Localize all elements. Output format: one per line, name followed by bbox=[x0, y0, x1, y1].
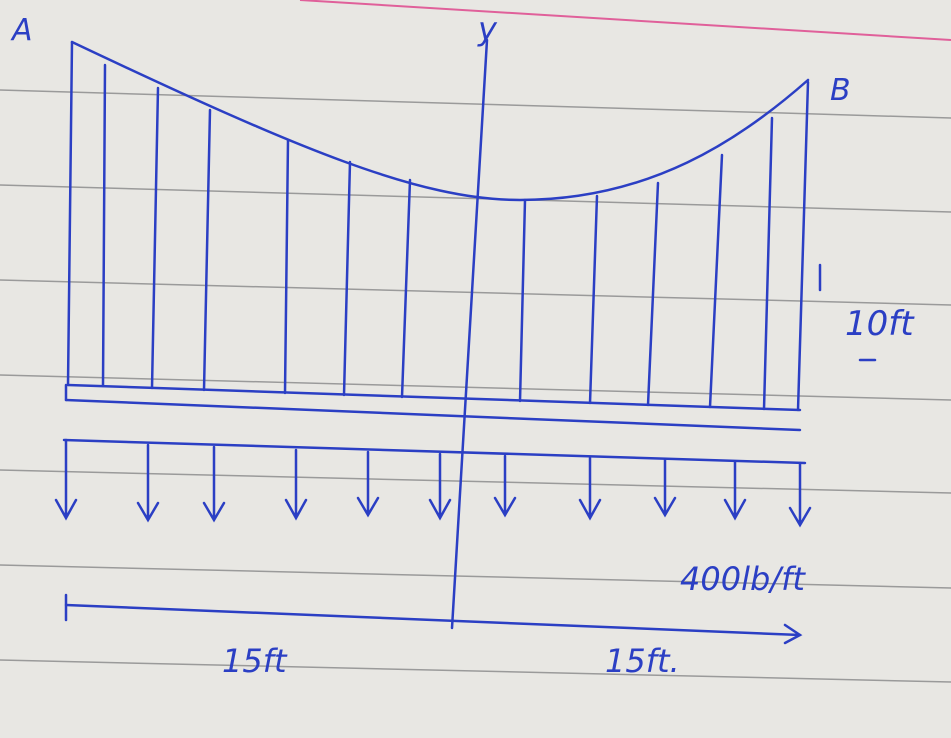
diagram: A B y 10ft 400lb/ft 15ft 15ft. bbox=[0, 0, 951, 738]
load-label: 400lb/ft bbox=[680, 560, 806, 598]
dimension-label: 15ft bbox=[222, 642, 288, 680]
point-label: A bbox=[10, 13, 33, 48]
axis-label: y bbox=[477, 10, 498, 48]
dimension-label: 15ft. bbox=[605, 642, 680, 680]
dimension-label: 10ft bbox=[845, 304, 915, 344]
page: A B y 10ft 400lb/ft 15ft 15ft. (() => { … bbox=[0, 0, 951, 738]
point-label: B bbox=[830, 73, 851, 108]
